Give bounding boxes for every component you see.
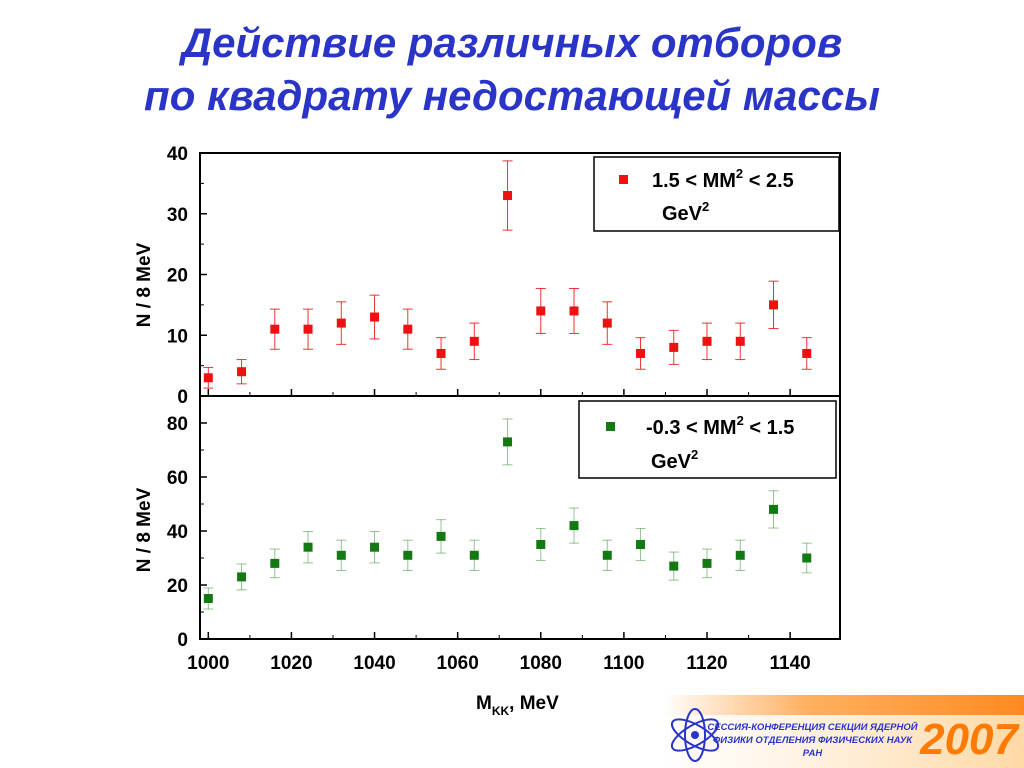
top-data-point (769, 300, 779, 310)
x-tick-label: 1100 (603, 653, 644, 674)
bottom-y-tick-label: 20 (167, 576, 188, 597)
top-y-tick-label: 40 (167, 144, 188, 165)
bottom-legend-text: -0.3 < MM (646, 417, 737, 439)
bottom-data-point (237, 572, 247, 582)
top-data-point (636, 348, 646, 358)
x-tick-label: 1080 (520, 653, 562, 674)
bottom-data-point (802, 553, 812, 563)
banner-stripe (663, 695, 1024, 715)
top-data-point (203, 373, 213, 383)
top-legend-unit-text: GeV (662, 203, 703, 225)
x-axis-label-main: M (476, 693, 492, 714)
bottom-legend-marker (606, 422, 615, 431)
top-data-point (602, 318, 612, 328)
bottom-panel-frame (199, 395, 841, 640)
top-y-tick-label: 20 (167, 266, 188, 287)
bottom-legend-sup: 2 (737, 413, 744, 428)
top-legend-marker (619, 175, 628, 184)
bottom-y-tick-label: 60 (167, 468, 188, 489)
bottom-data-point (503, 437, 513, 447)
bottom-data-point (636, 540, 646, 549)
x-tick-label: 1060 (437, 653, 479, 674)
banner-line2: ФИЗИКИ ОТДЕЛЕНИЯ ФИЗИЧЕСКИХ НАУК (712, 735, 913, 746)
bottom-data-point (336, 550, 346, 560)
top-data-point (735, 336, 745, 346)
bottom-data-point (469, 550, 479, 560)
bottom-legend-unit: GeV2 (651, 447, 698, 473)
bottom-data-point (735, 550, 745, 560)
bottom-data-point (303, 542, 313, 552)
banner-year: 2007 (920, 715, 1018, 764)
top-legend-sup: 2 (736, 166, 743, 181)
x-axis-label-subscript: KK (492, 704, 510, 718)
bottom-data-point (203, 594, 213, 603)
bottom-data-point (436, 531, 446, 541)
slide-title-line2: по квадрату недостающей массы (144, 72, 880, 119)
top-data-point (503, 191, 513, 201)
top-legend-label: 1.5 < MM2 < 2.5 (652, 166, 794, 192)
top-legend-text-end: < 2.5 (743, 170, 794, 192)
bottom-legend-label: -0.3 < MM2 < 1.5 (646, 413, 794, 439)
top-data-point (237, 367, 247, 377)
x-axis-label: MKK, MeV (476, 693, 559, 718)
top-data-point (802, 348, 812, 358)
top-data-point (669, 342, 679, 352)
bottom-data-point (270, 558, 280, 568)
bottom-data-point (370, 542, 380, 552)
top-data-point (436, 348, 446, 358)
top-data-point (702, 336, 712, 346)
top-y-tick-label: 30 (167, 205, 188, 226)
top-data-point (569, 306, 579, 316)
bottom-data-point (536, 540, 546, 549)
slide-title-line1: Действие различных отборов (181, 19, 843, 66)
points-layer (203, 160, 812, 610)
bottom-data-point (602, 550, 612, 560)
x-tick-label: 1040 (353, 653, 395, 674)
banner-line3: РАН (802, 748, 823, 759)
top-y-tick-label: 0 (177, 387, 188, 408)
bottom-legend-unit-sup: 2 (691, 447, 698, 462)
top-data-point (303, 324, 313, 334)
bottom-data-point (769, 504, 779, 514)
top-y-axis-label: N / 8 MeV (134, 242, 155, 327)
x-tick-label: 1140 (770, 653, 811, 674)
top-data-point (370, 312, 380, 322)
bottom-legend-text-end: < 1.5 (744, 417, 795, 439)
top-legend: 1.5 < MM2 < 2.5 GeV2 (593, 156, 840, 232)
x-tick-label: 1120 (686, 653, 727, 674)
bottom-data-point (403, 550, 413, 560)
top-data-point (469, 336, 479, 346)
bottom-y-tick-label: 80 (167, 414, 188, 435)
x-axis-label-rest: , MeV (509, 693, 559, 714)
banner-text: СЕССИЯ-КОНФЕРЕНЦИЯ СЕКЦИИ ЯДЕРНОЙ ФИЗИКИ… (690, 721, 935, 760)
top-legend-unit: GeV2 (662, 199, 709, 225)
top-data-point (270, 324, 280, 334)
bottom-data-point (569, 521, 579, 531)
x-tick-label: 1000 (187, 653, 229, 674)
top-legend-box (593, 156, 840, 232)
bottom-data-point (669, 561, 679, 571)
atom-icon (670, 708, 720, 762)
bottom-y-tick-label: 0 (177, 630, 188, 651)
bottom-legend: -0.3 < MM2 < 1.5 GeV2 (578, 400, 837, 479)
bottom-legend-unit-text: GeV (651, 451, 692, 473)
top-legend-text: 1.5 < MM (652, 170, 736, 192)
top-data-point (403, 324, 413, 334)
top-data-point (536, 306, 546, 316)
top-legend-unit-sup: 2 (702, 199, 709, 214)
banner-line1: СЕССИЯ-КОНФЕРЕНЦИЯ СЕКЦИИ ЯДЕРНОЙ (707, 722, 918, 733)
bottom-y-tick-label: 40 (167, 522, 188, 543)
top-y-tick-label: 10 (167, 326, 188, 347)
bottom-y-axis-label: N / 8 MeV (134, 487, 155, 572)
conference-banner: СЕССИЯ-КОНФЕРЕНЦИЯ СЕКЦИИ ЯДЕРНОЙ ФИЗИКИ… (663, 695, 1024, 768)
top-data-point (336, 318, 346, 328)
bottom-data-point (702, 558, 712, 568)
bottom-legend-box (578, 400, 837, 479)
x-tick-label: 1020 (270, 653, 312, 674)
